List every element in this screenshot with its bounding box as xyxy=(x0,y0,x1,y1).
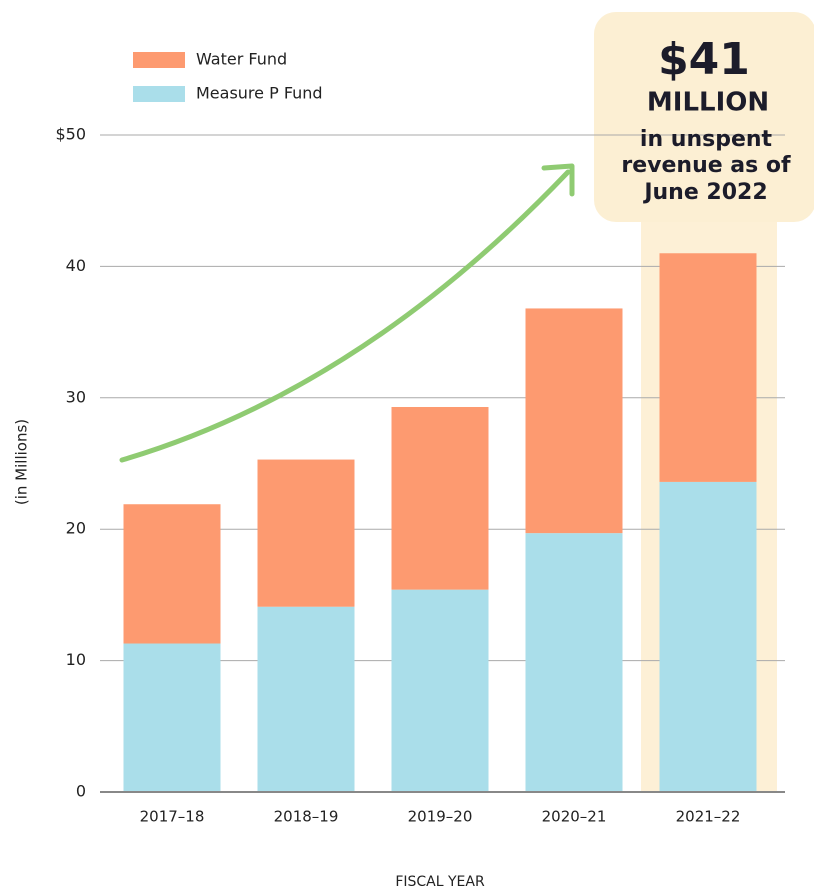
bar-segment xyxy=(525,308,623,534)
x-tick-label: 2017–18 xyxy=(140,808,205,826)
legend-swatch xyxy=(133,52,185,68)
bar-segment xyxy=(257,606,355,792)
annotation-line: in unspent xyxy=(640,127,773,152)
annotation-unit: MILLION xyxy=(647,88,769,118)
annotation-line: revenue as of xyxy=(621,153,791,178)
bar-segment xyxy=(257,459,355,607)
y-tick-label: 10 xyxy=(66,650,86,669)
bar-segment xyxy=(123,643,221,792)
y-tick-label: 0 xyxy=(76,782,86,801)
legend-label: Water Fund xyxy=(196,50,287,69)
trend-arrow xyxy=(119,169,571,463)
y-axis-label: (in Millions) xyxy=(13,419,31,505)
annotation-amount: $41 xyxy=(658,34,750,85)
y-tick-label: 30 xyxy=(66,387,86,406)
x-tick-label: 2020–21 xyxy=(542,808,607,826)
bar-segment xyxy=(391,589,489,792)
arrow-head xyxy=(541,163,575,197)
legend-label: Measure P Fund xyxy=(196,84,323,103)
plot xyxy=(100,134,785,793)
x-tick-label: 2019–20 xyxy=(408,808,473,826)
bar-segment xyxy=(659,253,757,482)
y-tick-label: 40 xyxy=(66,256,86,275)
bar-segment xyxy=(123,504,221,644)
bar-segment xyxy=(525,533,623,792)
x-axis-label: FISCAL YEAR xyxy=(395,874,485,890)
annotation-line: June 2022 xyxy=(642,180,767,205)
bar-segment xyxy=(391,406,489,590)
annotation-box xyxy=(594,12,814,222)
y-tick-label: $50 xyxy=(55,125,86,144)
legend-swatch xyxy=(133,86,185,102)
y-tick-label: 20 xyxy=(66,519,86,538)
bar-segment xyxy=(659,481,757,792)
x-tick-label: 2018–19 xyxy=(274,808,339,826)
x-tick-label: 2021–22 xyxy=(676,808,741,826)
